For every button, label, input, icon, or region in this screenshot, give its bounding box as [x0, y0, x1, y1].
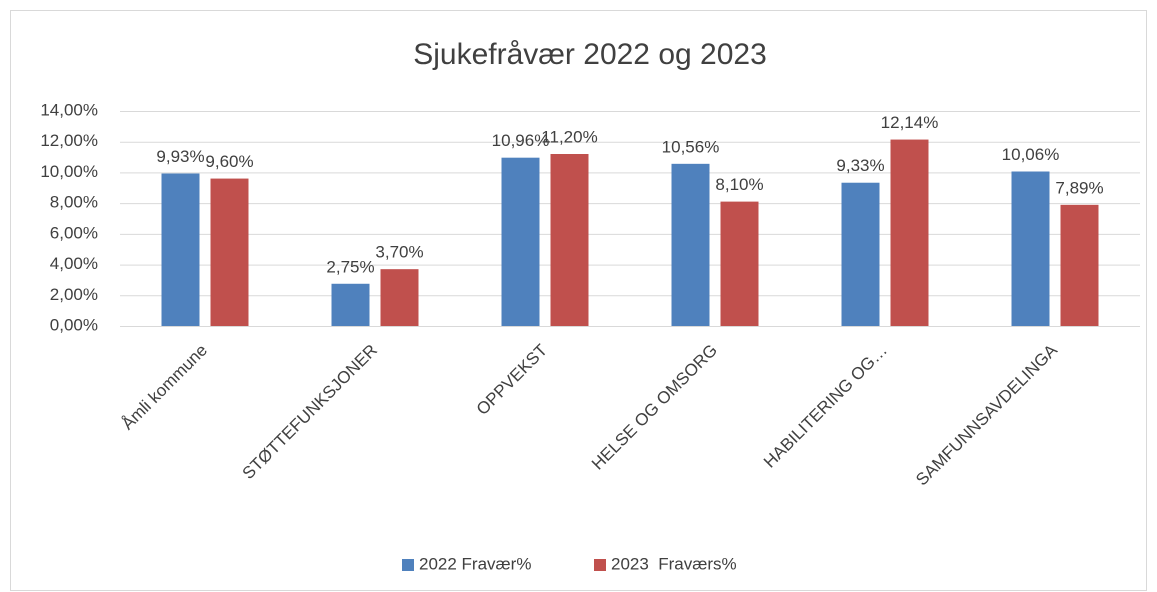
- y-tick-label: 12,00%: [40, 131, 98, 150]
- bar: [550, 154, 589, 326]
- legend-swatch: [594, 559, 606, 571]
- data-label: 10,56%: [662, 137, 720, 156]
- bar: [1011, 171, 1050, 326]
- bar: [501, 157, 540, 326]
- data-label: 11,20%: [541, 127, 597, 146]
- bar: [1060, 204, 1099, 326]
- y-tick-label: 14,00%: [40, 100, 98, 119]
- bar: [210, 178, 249, 326]
- y-tick-label: 8,00%: [50, 193, 98, 212]
- data-label: 12,14%: [881, 113, 939, 132]
- y-tick-label: 6,00%: [50, 223, 98, 242]
- y-tick-label: 0,00%: [50, 315, 98, 334]
- data-label: 2,75%: [326, 257, 374, 276]
- bar: [841, 182, 880, 326]
- chart-title: Sjukefråvær 2022 og 2023: [413, 38, 767, 71]
- bar: [890, 139, 929, 326]
- data-label: 10,06%: [1002, 145, 1060, 164]
- legend-swatch: [402, 559, 414, 571]
- legend-label: 2022 Fravær%: [419, 554, 531, 573]
- data-label: 9,60%: [205, 152, 253, 171]
- data-label: 10,96%: [492, 131, 550, 150]
- y-tick-label: 10,00%: [40, 162, 98, 181]
- data-label: 9,33%: [836, 156, 884, 175]
- bar: [331, 283, 370, 326]
- data-label: 8,10%: [715, 175, 763, 194]
- bar: [720, 201, 759, 326]
- data-label: 7,89%: [1055, 178, 1103, 197]
- bar: [161, 173, 200, 326]
- bar: [671, 163, 710, 326]
- legend-label: 2023 Fraværs%: [611, 554, 737, 573]
- bar: [380, 269, 419, 326]
- y-tick-label: 4,00%: [50, 254, 98, 273]
- y-tick-label: 2,00%: [50, 285, 98, 304]
- data-label: 9,93%: [156, 147, 204, 166]
- data-label: 3,70%: [375, 243, 423, 262]
